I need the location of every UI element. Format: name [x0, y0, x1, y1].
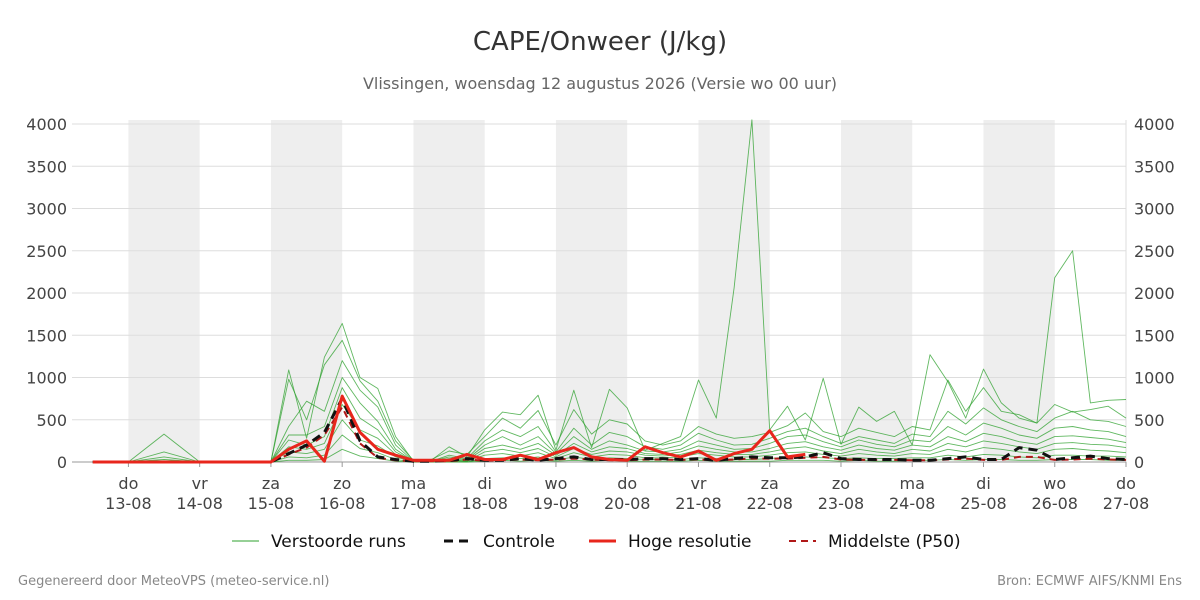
x-tick-day: ma [900, 474, 925, 493]
day-band [983, 120, 1055, 462]
x-tick-date: 14-08 [176, 494, 223, 513]
series-line-hires [92, 394, 806, 464]
y-tick-label-left: 0 [57, 453, 67, 472]
footer-generated: Gegenereerd door MeteoVPS (meteo-service… [18, 574, 329, 589]
series-group [92, 119, 1127, 464]
x-tick-day: do [617, 474, 637, 493]
series-line-ensemble [92, 360, 1127, 463]
legend-label: Verstoorde runs [271, 532, 406, 552]
legend-label: Controle [483, 532, 555, 552]
y-tick-label-right: 4000 [1134, 115, 1175, 134]
legend-label: Middelste (P50) [828, 532, 961, 552]
x-tick-date: 24-08 [889, 494, 936, 513]
y-tick-label-right: 3000 [1134, 200, 1175, 219]
y-tick-label-right: 1500 [1134, 326, 1175, 345]
series-line-ensemble [92, 387, 1127, 463]
x-tick-date: 16-08 [319, 494, 366, 513]
x-tick-date: 15-08 [248, 494, 295, 513]
weekend-bands [128, 120, 1055, 462]
x-tick-date: 13-08 [105, 494, 152, 513]
y-tick-label-left: 500 [36, 411, 67, 430]
y-tick-label-right: 500 [1134, 411, 1165, 430]
day-band [555, 120, 628, 462]
y-tick-label-left: 1500 [26, 326, 67, 345]
y-tick-label-left: 2500 [26, 242, 67, 261]
y-tick-label-left: 1000 [26, 369, 67, 388]
x-tick-day: za [761, 474, 779, 493]
x-tick-day: di [976, 474, 991, 493]
chart-title: CAPE/Onweer (J/kg) [473, 27, 727, 57]
x-tick-date: 20-08 [604, 494, 651, 513]
x-tick-day: di [477, 474, 492, 493]
y-axis-right: 0 500 1000 1500 2000 2500 3000 3500 4000 [1134, 115, 1175, 472]
y-tick-label-right: 1000 [1134, 369, 1175, 388]
x-tick-day: za [262, 474, 280, 493]
x-tick-date: 25-08 [960, 494, 1007, 513]
series-line-ensemble [92, 448, 1126, 463]
footer-source: Bron: ECMWF AIFS/KNMI Ens [997, 574, 1182, 589]
x-tick-day: wo [545, 474, 568, 493]
x-tick-day: zo [832, 474, 850, 493]
x-tick-date: 19-08 [533, 494, 580, 513]
x-tick-day: ma [401, 474, 426, 493]
series-line-ensemble [92, 434, 1127, 463]
x-tick-date: 17-08 [390, 494, 437, 513]
x-tick-date: 21-08 [675, 494, 722, 513]
y-tick-label-left: 2000 [26, 284, 67, 303]
x-tick-date: 22-08 [746, 494, 793, 513]
day-band [128, 120, 200, 462]
series-line-ensemble [92, 419, 1127, 463]
y-tick-label-left: 4000 [26, 115, 67, 134]
grid-lines [72, 120, 1127, 463]
y-tick-label-right: 0 [1134, 453, 1144, 472]
x-tick-date: 23-08 [818, 494, 865, 513]
x-tick-day: vr [192, 474, 208, 493]
day-band [840, 120, 913, 462]
x-tick-day: do [118, 474, 138, 493]
series-line-ensemble [92, 339, 1127, 463]
x-tick-date: 27-08 [1103, 494, 1150, 513]
chart-subtitle: Vlissingen, woensdag 12 augustus 2026 (V… [363, 74, 837, 93]
legend-label: Hoge resolutie [628, 532, 752, 552]
x-tick-day: wo [1043, 474, 1066, 493]
x-tick-date: 26-08 [1031, 494, 1078, 513]
y-tick-label-right: 2000 [1134, 284, 1175, 303]
x-axis: do13-08vr14-08za15-08zo16-08ma17-08di18-… [105, 462, 1149, 513]
y-tick-label-right: 3500 [1134, 157, 1175, 176]
y-axis-left: 0 500 1000 1500 2000 2500 3000 3500 4000 [26, 115, 67, 472]
x-tick-day: vr [690, 474, 706, 493]
y-tick-label-left: 3000 [26, 200, 67, 219]
series-line-ensemble [92, 377, 1127, 463]
series-line-ensemble [92, 119, 1127, 463]
x-tick-day: do [1116, 474, 1136, 493]
day-band [413, 120, 485, 462]
x-tick-date: 18-08 [461, 494, 508, 513]
x-tick-day: zo [333, 474, 351, 493]
legend: Verstoorde runs Controle Hoge resolutie Mid… [232, 532, 961, 552]
y-tick-label-left: 3500 [26, 157, 67, 176]
y-tick-label-right: 2500 [1134, 242, 1175, 261]
